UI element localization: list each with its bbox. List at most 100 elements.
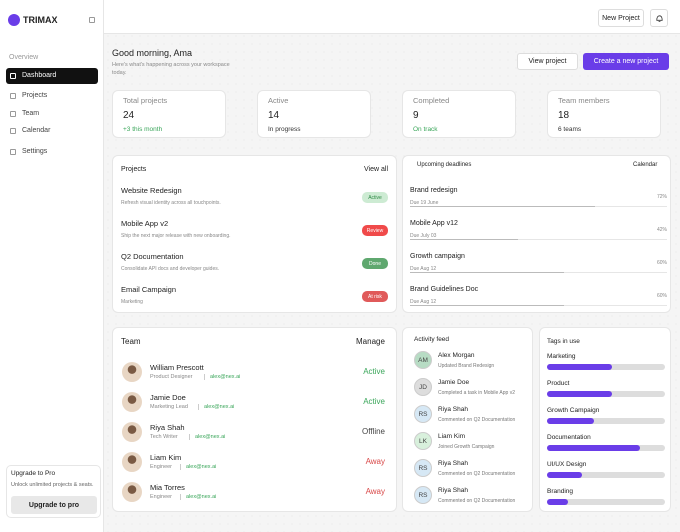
tag-track [547, 418, 665, 424]
progress-track [410, 305, 667, 306]
upgrade-title: Upgrade to Pro [11, 470, 56, 477]
stat-note: On track [413, 126, 438, 133]
stat-label: Completed [413, 96, 450, 105]
progress-bar [410, 206, 596, 207]
activity-action: Updated Brand Redesign [438, 363, 495, 369]
deadline-progress: 60% [656, 260, 667, 266]
stat-value: 18 [558, 110, 570, 121]
deadline-due: Due Aug 12 [410, 266, 437, 272]
stat-value: 24 [123, 110, 135, 121]
stat-card [257, 90, 371, 138]
activity-action: Commented on Q2 Documentation [438, 417, 516, 423]
deadline-due: Due 19 June [410, 200, 439, 206]
status-badge: Active [362, 192, 388, 203]
tag-track [547, 445, 665, 451]
project-description: Consolidate API docs and developer guide… [121, 266, 220, 272]
stat-note: 6 teams [558, 126, 582, 133]
brand: TRIMAX [23, 15, 58, 25]
deadline-name: Growth campaign [410, 253, 465, 260]
activity-name: Riya Shah [438, 487, 468, 494]
member-email: alex@nex.ai [189, 434, 225, 440]
activity-name: Riya Shah [438, 406, 468, 413]
card-link[interactable]: Calendar [633, 162, 658, 168]
member-role: Tech Writer [150, 434, 178, 440]
tag-name: Branding [547, 488, 574, 495]
member-email: alex@nex.ai [180, 494, 216, 500]
activity-avatar: AM [414, 351, 432, 369]
upgrade-button[interactable]: Upgrade to pro [11, 496, 97, 514]
member-role: Product Designer [150, 374, 193, 380]
activity-avatar: RS [414, 486, 432, 504]
activity-action: Commented on Q2 Documentation [438, 471, 516, 477]
activity-action: Commented on Q2 Documentation [438, 498, 516, 504]
new-project-button[interactable]: New Project [598, 9, 644, 27]
stat-card [547, 90, 661, 138]
notifications-button[interactable] [650, 9, 668, 27]
member-status: Offline [362, 427, 385, 436]
status-badge: Review [362, 225, 388, 236]
activity-name: Liam Kim [438, 433, 466, 440]
activity-avatar: RS [414, 405, 432, 423]
nav-section: Overview [9, 54, 39, 61]
nav-item[interactable]: Settings [22, 148, 48, 155]
create-project-button[interactable]: Create a new project [583, 53, 669, 70]
progress-bar [410, 305, 565, 306]
stat-card [402, 90, 516, 138]
nav-icon [10, 73, 16, 79]
member-name: William Prescott [150, 363, 204, 372]
card-link[interactable]: Manage [356, 337, 385, 346]
tag-name: UI/UX Design [547, 461, 587, 468]
member-email: alex@nex.ai [204, 374, 240, 380]
nav-icon [10, 128, 16, 134]
card-title: Projects [121, 166, 147, 173]
project-name[interactable]: Email Campaign [121, 285, 177, 294]
member-status: Active [363, 397, 385, 406]
nav-active-bg[interactable] [6, 68, 98, 84]
tag-name: Product [547, 380, 570, 387]
upgrade-text: Unlock unlimited projects & seats. [11, 482, 94, 488]
deadline-name: Brand Guidelines Doc [410, 286, 479, 293]
project-name[interactable]: Mobile App v2 [121, 219, 169, 228]
project-description: Marketing [121, 299, 143, 305]
tag-bar [547, 364, 612, 370]
deadlines-card [402, 155, 671, 313]
member-email: alex@nex.ai [198, 404, 234, 410]
activity-name: Alex Morgan [438, 352, 475, 359]
greeting-subtitle: Here's what's happening across your work… [112, 62, 230, 76]
nav-icon [10, 111, 16, 117]
project-name[interactable]: Website Redesign [121, 186, 182, 195]
collapse-icon[interactable] [89, 17, 95, 23]
member-name: Mia Torres [150, 483, 185, 492]
member-role: Engineer [150, 494, 173, 500]
tag-name: Growth Campaign [547, 407, 600, 414]
deadline-name: Brand redesign [410, 187, 458, 194]
deadline-name: Mobile App v12 [410, 220, 458, 227]
card-title: Tags in use [547, 338, 580, 345]
bell-icon [655, 14, 663, 22]
nav-item[interactable]: Dashboard [22, 72, 57, 79]
stat-label: Active [268, 96, 289, 105]
member-name: Liam Kim [150, 453, 182, 462]
progress-track [410, 239, 667, 240]
stat-value: 14 [268, 110, 280, 121]
nav-item[interactable]: Team [22, 110, 40, 117]
greeting: Good morning, Ama [112, 48, 193, 58]
tag-track [547, 472, 665, 478]
deadline-progress: 60% [656, 293, 667, 299]
activity-avatar: JD [414, 378, 432, 396]
stat-value: 9 [413, 110, 419, 121]
project-name[interactable]: Q2 Documentation [121, 252, 184, 261]
project-description: Refresh visual identity across all touch… [121, 200, 221, 206]
status-badge: Done [362, 258, 388, 269]
activity-name: Riya Shah [438, 460, 468, 467]
tag-bar [547, 418, 595, 424]
card-link[interactable]: View all [364, 166, 388, 173]
nav-item[interactable]: Calendar [22, 127, 51, 134]
nav-item[interactable]: Projects [22, 92, 48, 99]
projects-card [112, 155, 397, 313]
tag-track [547, 364, 665, 370]
tag-track [547, 499, 665, 505]
view-project-button[interactable]: View project [517, 53, 578, 70]
progress-track [410, 206, 667, 207]
